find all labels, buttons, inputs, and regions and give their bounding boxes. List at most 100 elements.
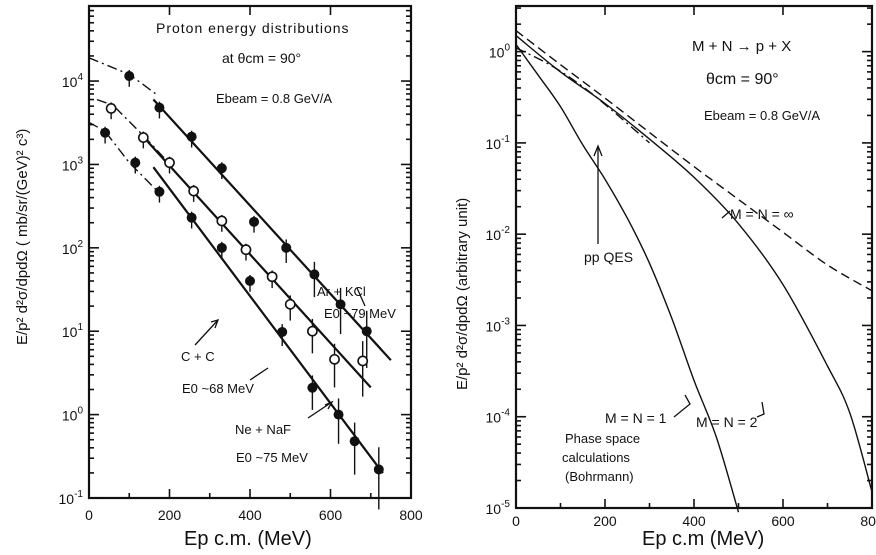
- right-x-tick-label: 600: [771, 513, 795, 529]
- data-point-filled: [130, 157, 141, 168]
- label-m-n-2: M = N = 2: [696, 414, 758, 430]
- left-y-tick-label: 102: [62, 239, 84, 257]
- data-point-filled: [349, 436, 360, 447]
- left-y-tick-label: 104: [62, 72, 84, 90]
- label-pp-qes: pp QES: [584, 249, 633, 265]
- data-point-open: [329, 353, 340, 365]
- right-x-tick-label: 200: [593, 513, 617, 529]
- fit-line-ar-kcl: [152, 98, 392, 361]
- right-y-tick-label: 100: [489, 43, 511, 61]
- cc-pointer-arrow: [194, 319, 219, 346]
- data-point-open: [284, 298, 296, 310]
- right-ticks: [515, 6, 873, 509]
- ne-arrowhead: [324, 400, 334, 410]
- data-point-filled: [154, 102, 165, 113]
- left-beam-label: Ebeam = 0.8 GeV/A: [216, 91, 332, 106]
- label-ne-naf: Ne + NaF: [235, 422, 291, 437]
- left-tick-labels: 0 200 400 600 800 10-1 100 101 102 103 104: [59, 72, 423, 523]
- cc-arrowhead: [210, 319, 220, 329]
- label-m-n-1: M = N = 1: [605, 410, 667, 426]
- left-y-tick-label: 103: [62, 155, 84, 173]
- data-point-open: [105, 102, 117, 114]
- right-y-axis-label: E/p² d²σ/dpdΩ (arbitrary unit): [454, 198, 471, 390]
- curve-m-n: [515, 30, 873, 292]
- right-x-tick-label: 0: [512, 513, 520, 529]
- extrapolation-curve: [96, 98, 167, 160]
- data-point-filled: [124, 70, 135, 81]
- data-point-open: [240, 244, 252, 256]
- right-theta-label: θcm = 90°: [706, 71, 779, 88]
- phase-space-line2: calculations: [562, 450, 630, 465]
- label-ar-kcl: Ar + KCl: [317, 284, 366, 299]
- data-point-filled: [281, 242, 292, 253]
- phase-space-line1: Phase space: [565, 431, 640, 446]
- left-ticks: [88, 6, 412, 499]
- left-y-tick-label: 100: [62, 406, 84, 424]
- right-reaction-label: M + N → p + X: [692, 38, 791, 55]
- pp-qes-arrowhead: [593, 144, 603, 157]
- data-point-filled: [154, 186, 165, 197]
- extrapolation-curve: [88, 57, 158, 96]
- label-m-n-inf: M = N = ∞: [730, 206, 794, 222]
- data-point-filled: [216, 242, 227, 253]
- ne-pointer-arrow: [307, 401, 333, 419]
- data-point-filled: [100, 127, 111, 138]
- left-title-line1: Proton energy distributions: [156, 20, 350, 36]
- label-c-c: C + C: [181, 349, 215, 364]
- curve-m-n-1: [515, 43, 740, 513]
- data-point-filled: [249, 216, 260, 227]
- data-point-open: [216, 215, 228, 227]
- right-y-tick-label: 10-2: [486, 225, 511, 243]
- fit-line-c-c: [146, 140, 372, 389]
- data-point-filled: [309, 269, 320, 280]
- left-y-tick-label: 10-1: [59, 489, 84, 507]
- right-beam-label: Ebeam = 0.8 GeV/A: [704, 108, 820, 123]
- data-point-filled: [245, 276, 255, 287]
- m-n-inf-pointer: [721, 210, 731, 219]
- left-x-tick-label: 200: [158, 507, 182, 523]
- m-n-1-pointer: [673, 394, 691, 418]
- left-title-line2: at θcm = 90°: [222, 50, 301, 66]
- curve-pp-qes: [515, 47, 650, 144]
- left-x-tick-label: 0: [85, 507, 93, 523]
- extrapolation-curve: [88, 121, 158, 192]
- left-data-points: [100, 69, 384, 510]
- left-x-axis-label: Ep c.m. (MeV): [184, 528, 312, 550]
- data-point-filled: [333, 409, 344, 420]
- left-y-tick-label: 101: [62, 322, 84, 340]
- data-point-open: [357, 355, 369, 367]
- label-ne-e0: E0 ~75 MeV: [236, 450, 308, 465]
- data-point-filled: [307, 382, 318, 393]
- data-point-filled: [335, 299, 346, 310]
- cc-e0-pointer: [249, 367, 269, 381]
- data-point-filled: [361, 326, 372, 337]
- ar-pointer-arrow: [356, 287, 366, 307]
- left-y-axis-label: E/p² d²σ/dpdΩ ( mb/sr/(GeV)² c³): [14, 129, 31, 345]
- data-point-open: [137, 132, 149, 143]
- left-x-tick-label: 400: [238, 507, 262, 523]
- data-point-open: [266, 271, 278, 283]
- right-y-tick-label: 10-4: [486, 408, 511, 426]
- data-point-filled: [277, 326, 288, 337]
- data-point-filled: [373, 464, 384, 475]
- data-point-filled: [186, 131, 197, 142]
- right-x-tick-label: 800: [860, 513, 876, 529]
- phase-space-line3: (Bohrmann): [565, 469, 634, 484]
- label-ar-e0: E0 ~79 MeV: [324, 306, 396, 321]
- data-point-open: [306, 325, 318, 337]
- right-y-tick-label: 10-3: [486, 316, 511, 334]
- left-chart: 0 200 400 600 800 10-1 100 101 102 103 104 E/p² d²…: [14, 4, 423, 550]
- right-chart: 0 200 400 600 800 10-5 10-4 10-3 10-2 10-1 100 E/p…: [454, 4, 876, 550]
- data-point-filled: [216, 163, 227, 174]
- right-x-axis-label: Ep c.m (MeV): [642, 528, 764, 550]
- label-cc-e0: E0 ~68 MeV: [182, 381, 254, 396]
- data-point-filled: [186, 212, 197, 223]
- m-n-2-pointer: [756, 401, 765, 418]
- right-x-tick-label: 400: [682, 513, 706, 529]
- right-y-tick-label: 10-1: [486, 134, 511, 152]
- data-point-open: [164, 157, 175, 169]
- data-point-open: [188, 185, 200, 197]
- right-y-tick-label: 10-5: [486, 499, 511, 517]
- left-x-tick-label: 800: [399, 507, 423, 523]
